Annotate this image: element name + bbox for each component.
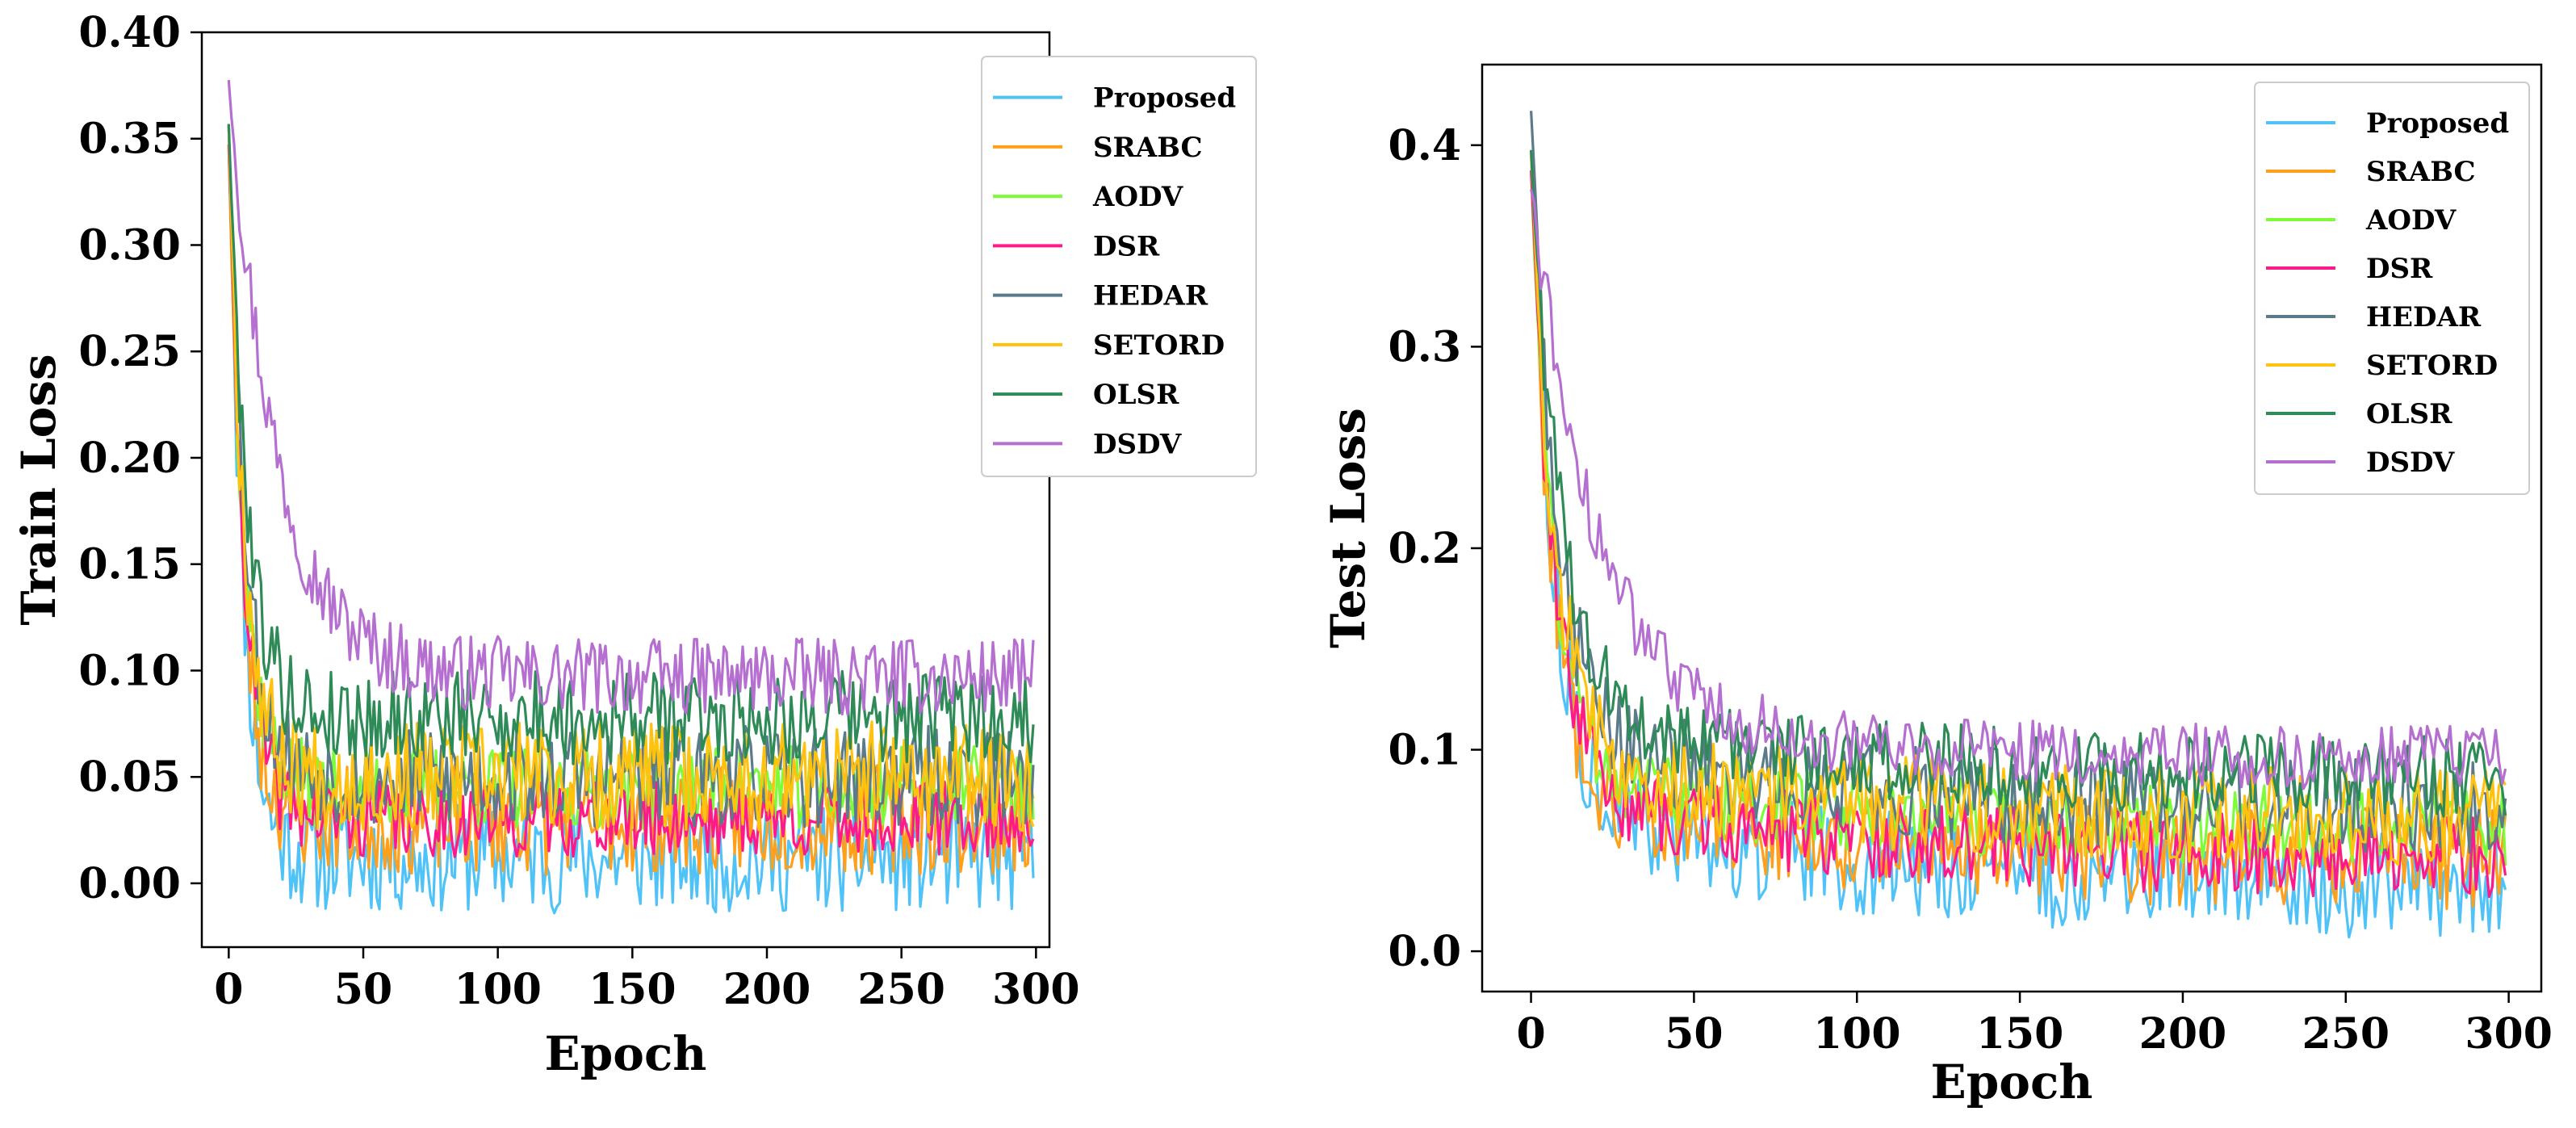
legend-label-srabc: SRABC [1093, 132, 1203, 164]
series-line-setord [227, 125, 1035, 834]
y-tick-label: 0.00 [78, 859, 181, 908]
legend-label-dsr: DSR [2366, 253, 2433, 285]
x-tick-label: 250 [857, 965, 945, 1014]
series-line-srabc [1530, 152, 2507, 911]
y-tick-label: 0.1 [1389, 726, 1461, 775]
x-tick-label: 0 [1516, 1009, 1545, 1059]
y-tick-label: 0.3 [1389, 322, 1461, 371]
legend-label-srabc: SRABC [2366, 156, 2476, 188]
y-tick-label: 0.05 [78, 753, 181, 802]
series-line-olsr [1530, 149, 2507, 818]
x-axis-label: Epoch [545, 1026, 707, 1081]
train-loss-chart: 0 50 100 150 200 250 300 0.00 0.05 0.10 0.15 0.20 0.… [11, 8, 1257, 1081]
x-tick-label: 100 [454, 965, 542, 1014]
legend-label-hedar: HEDAR [2366, 301, 2482, 333]
legend-label-olsr: OLSR [1093, 379, 1179, 411]
legend-label-dsdv: DSDV [1093, 428, 1182, 460]
series-line-olsr [227, 124, 1035, 765]
y-tick-label: 0.10 [78, 646, 181, 695]
y-tick-label: 0.40 [78, 8, 181, 57]
legend-label-proposed: Proposed [2366, 107, 2509, 140]
legend-label-proposed: Proposed [1093, 82, 1236, 115]
legend: Proposed SRABC AODV DSR HEDAR SETORD OLSR DSDV [981, 56, 1257, 477]
plot-frame [200, 31, 1051, 949]
x-tick-label: 300 [992, 965, 1080, 1014]
legend-label-olsr: OLSR [2366, 398, 2452, 430]
legend-label-setord: SETORD [2366, 350, 2498, 382]
series-lines [1530, 111, 2507, 939]
x-tick-label: 0 [214, 965, 243, 1014]
legend-label-aodv: AODV [1092, 181, 1183, 213]
y-tick-label: 0.4 [1389, 121, 1461, 170]
y-tick-label: 0.30 [78, 220, 181, 270]
x-tick-label: 100 [1813, 1009, 1901, 1059]
y-tick-label: 0.25 [78, 327, 181, 376]
x-tick-label: 200 [2139, 1009, 2227, 1059]
test-loss-chart: 0 50 100 150 200 250 300 0.0 0.1 0.2 0.3 0.4 Epoch Te… [1321, 63, 2553, 1109]
legend-box [2254, 82, 2530, 495]
series-line-setord [1530, 151, 2507, 867]
plot-frame [1481, 63, 2543, 993]
x-tick-label: 250 [2302, 1009, 2390, 1059]
y-tick-label: 0.35 [78, 115, 181, 164]
y-tick-label: 0.2 [1389, 524, 1461, 573]
legend: Proposed SRABC AODV DSR HEDAR SETORD OLSR DSDV [2254, 82, 2530, 495]
legend-label-setord: SETORD [1093, 329, 1225, 362]
series-line-dsdv [1530, 189, 2507, 790]
legend-label-aodv: AODV [2365, 204, 2457, 237]
legend-box [981, 56, 1257, 477]
y-tick-label: 0.15 [78, 540, 181, 589]
x-tick-label: 50 [1665, 1009, 1723, 1059]
legend-label-dsr: DSR [1093, 230, 1160, 262]
x-tick-label: 300 [2465, 1009, 2553, 1059]
series-lines [227, 79, 1035, 915]
x-tick-label: 200 [723, 965, 811, 1014]
y-tick-label: 0.0 [1389, 927, 1461, 976]
y-axis-label: Test Loss [1321, 408, 1376, 648]
series-line-dsr [1530, 170, 2507, 899]
x-tick-label: 150 [1976, 1009, 2064, 1059]
y-axis-label: Train Loss [11, 354, 66, 625]
x-tick-label: 50 [334, 965, 392, 1014]
series-line-dsdv [227, 79, 1035, 716]
legend-label-hedar: HEDAR [1093, 280, 1208, 312]
x-tick-label: 150 [589, 965, 676, 1014]
y-tick-label: 0.20 [78, 434, 181, 483]
legend-label-dsdv: DSDV [2366, 447, 2455, 479]
x-axis-label: Epoch [1931, 1055, 2093, 1109]
